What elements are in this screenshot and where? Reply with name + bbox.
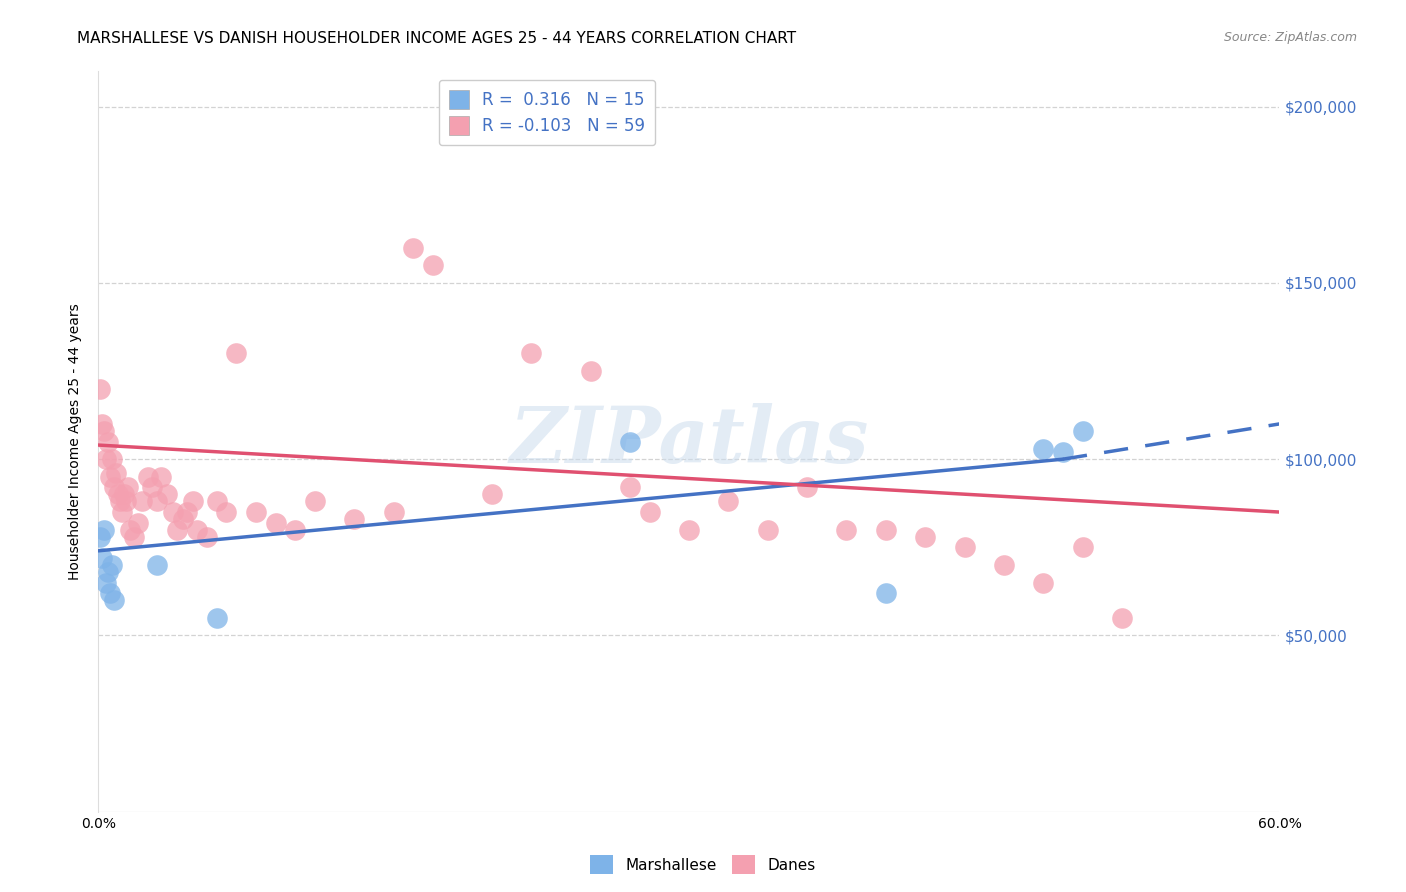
Point	[225, 346, 247, 360]
Point	[195, 530, 218, 544]
Point	[481, 487, 503, 501]
Point	[579, 364, 602, 378]
Point	[678, 523, 700, 537]
Point	[1071, 424, 1094, 438]
Point	[172, 512, 194, 526]
Point	[796, 480, 818, 494]
Point	[89, 530, 111, 544]
Point	[141, 480, 163, 494]
Legend: R =  0.316   N = 15, R = -0.103   N = 59: R = 0.316 N = 15, R = -0.103 N = 59	[439, 79, 655, 145]
Point	[304, 494, 326, 508]
Point	[117, 480, 139, 494]
Point	[93, 523, 115, 537]
Point	[115, 494, 138, 508]
Point	[264, 516, 287, 530]
Point	[93, 424, 115, 438]
Point	[619, 434, 641, 449]
Point	[122, 530, 145, 544]
Point	[91, 550, 114, 565]
Point	[146, 558, 169, 572]
Point	[101, 558, 124, 572]
Point	[107, 487, 129, 501]
Point	[717, 494, 740, 508]
Point	[111, 505, 134, 519]
Point	[205, 494, 228, 508]
Point	[101, 452, 124, 467]
Point	[98, 470, 121, 484]
Point	[150, 470, 173, 484]
Point	[343, 512, 366, 526]
Point	[91, 417, 114, 431]
Point	[638, 505, 661, 519]
Point	[205, 611, 228, 625]
Point	[103, 480, 125, 494]
Point	[105, 467, 128, 481]
Point	[1032, 575, 1054, 590]
Point	[118, 523, 141, 537]
Point	[146, 494, 169, 508]
Point	[176, 505, 198, 519]
Text: MARSHALLESE VS DANISH HOUSEHOLDER INCOME AGES 25 - 44 YEARS CORRELATION CHART: MARSHALLESE VS DANISH HOUSEHOLDER INCOME…	[77, 31, 796, 46]
Point	[103, 593, 125, 607]
Point	[162, 505, 184, 519]
Point	[127, 516, 149, 530]
Point	[835, 523, 858, 537]
Point	[245, 505, 267, 519]
Point	[953, 541, 976, 555]
Point	[156, 487, 179, 501]
Point	[96, 452, 118, 467]
Point	[993, 558, 1015, 572]
Text: Source: ZipAtlas.com: Source: ZipAtlas.com	[1223, 31, 1357, 45]
Point	[1052, 445, 1074, 459]
Point	[215, 505, 238, 519]
Point	[422, 258, 444, 272]
Point	[875, 523, 897, 537]
Point	[756, 523, 779, 537]
Point	[131, 494, 153, 508]
Point	[112, 487, 135, 501]
Point	[98, 586, 121, 600]
Point	[914, 530, 936, 544]
Y-axis label: Householder Income Ages 25 - 44 years: Householder Income Ages 25 - 44 years	[69, 303, 83, 580]
Point	[166, 523, 188, 537]
Point	[1071, 541, 1094, 555]
Legend: Marshallese, Danes: Marshallese, Danes	[585, 849, 821, 880]
Point	[97, 565, 120, 579]
Point	[520, 346, 543, 360]
Point	[89, 382, 111, 396]
Point	[97, 434, 120, 449]
Point	[1111, 611, 1133, 625]
Point	[96, 575, 118, 590]
Point	[186, 523, 208, 537]
Text: ZIPatlas: ZIPatlas	[509, 403, 869, 480]
Point	[619, 480, 641, 494]
Point	[284, 523, 307, 537]
Point	[875, 586, 897, 600]
Point	[1032, 442, 1054, 456]
Point	[181, 494, 204, 508]
Point	[382, 505, 405, 519]
Point	[108, 494, 131, 508]
Point	[136, 470, 159, 484]
Point	[402, 241, 425, 255]
